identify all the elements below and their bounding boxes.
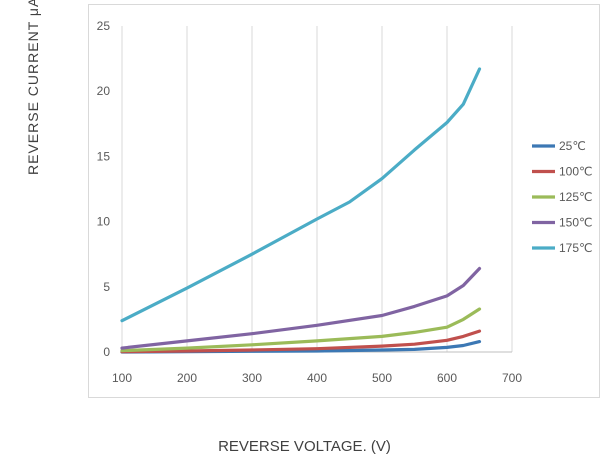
legend-label-2: 125℃ xyxy=(559,190,593,204)
x-tick-label: 700 xyxy=(502,371,522,385)
y-tick-label: 10 xyxy=(97,215,111,229)
y-tick-label: 20 xyxy=(97,84,111,98)
legend-label-4: 175℃ xyxy=(559,241,593,255)
x-tick-label: 400 xyxy=(307,371,327,385)
x-tick-label: 100 xyxy=(112,371,132,385)
x-tick-label: 200 xyxy=(177,371,197,385)
y-tick-label: 5 xyxy=(103,280,110,294)
x-axis-label: REVERSE VOLTAGE. (V) xyxy=(218,438,391,455)
x-tick-label: 300 xyxy=(242,371,262,385)
series-line-4 xyxy=(120,67,482,323)
line-chart: 100 200 300 400 500 600 700 0 5 10 15 20 25 25℃ 100℃ 12… xyxy=(97,19,593,385)
series-line-1 xyxy=(120,329,482,354)
y-tick-label: 25 xyxy=(97,19,111,33)
x-tick-label: 500 xyxy=(372,371,392,385)
y-tick-label: 15 xyxy=(97,149,111,163)
legend-label-1: 100℃ xyxy=(559,165,593,179)
legend-label-3: 150℃ xyxy=(559,216,593,230)
y-tick-label: 0 xyxy=(103,345,110,359)
y-axis-label: REVERSE CURRENT μA( ) xyxy=(25,0,41,175)
chart-frame: 100 200 300 400 500 600 700 0 5 10 15 20 25 25℃ 100℃ 12… xyxy=(88,4,600,398)
series-line-3 xyxy=(120,266,482,350)
legend-label-0: 25℃ xyxy=(559,139,586,153)
series-line-2 xyxy=(120,307,482,353)
x-tick-label: 600 xyxy=(437,371,457,385)
